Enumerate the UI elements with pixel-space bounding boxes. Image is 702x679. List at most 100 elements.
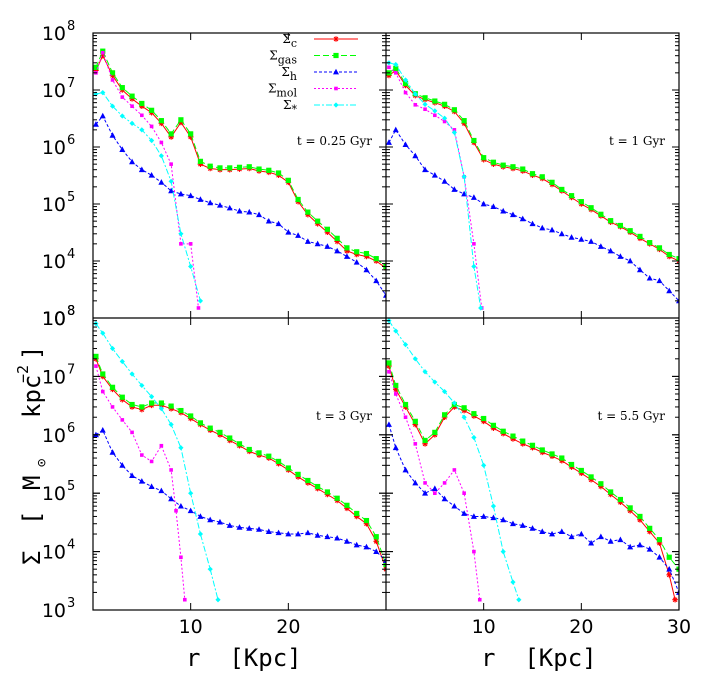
point-star-t-3-4 bbox=[129, 371, 135, 377]
point-h-t-5.5-25 bbox=[627, 543, 634, 550]
point-star-t-5.5-6 bbox=[442, 388, 448, 395]
point-mol-t-1-5 bbox=[433, 113, 437, 118]
point-h-t-1-26 bbox=[636, 266, 643, 273]
point-star-t-5.5-9 bbox=[471, 434, 477, 441]
point-h-t-1-15 bbox=[529, 220, 536, 227]
point-star-t-5.5-13 bbox=[510, 579, 516, 585]
point-c-t-0.25-11 bbox=[197, 161, 204, 167]
point-h-t-0.25-21 bbox=[295, 232, 302, 238]
point-gas-t-5.5-25 bbox=[627, 505, 633, 511]
point-mol-t-1-9 bbox=[472, 242, 476, 246]
point-gas-t-1-7 bbox=[451, 107, 457, 113]
point-h-t-5.5-16 bbox=[539, 528, 546, 535]
point-star-t-0.25-9 bbox=[178, 231, 184, 237]
point-mol-t-0.25-1 bbox=[100, 50, 105, 55]
point-c-t-3-5 bbox=[139, 406, 145, 413]
point-h-t-3-6 bbox=[148, 483, 155, 489]
legend-marker-gas bbox=[333, 52, 339, 59]
point-h-t-5.5-4 bbox=[422, 490, 429, 496]
point-gas-t-1-29 bbox=[666, 251, 672, 258]
point-h-t-3-3 bbox=[119, 462, 126, 468]
point-gas-t-5.5-18 bbox=[559, 455, 565, 461]
point-c-t-5.5-13 bbox=[510, 436, 516, 442]
point-c-t-0.25-8 bbox=[168, 134, 174, 140]
point-gas-t-5.5-15 bbox=[529, 442, 536, 448]
point-gas-t-5.5-27 bbox=[647, 525, 653, 531]
y-axis-label: Σ [ M ⊙ kpc −2 ] bbox=[14, 346, 50, 565]
point-gas-t-3-5 bbox=[139, 404, 145, 410]
point-mol-t-3-3 bbox=[120, 418, 125, 422]
point-gas-t-0.25-12 bbox=[207, 163, 213, 169]
point-h-t-5.5-28 bbox=[656, 554, 663, 560]
point-gas-t-1-4 bbox=[422, 95, 428, 101]
point-gas-t-3-1 bbox=[100, 371, 106, 377]
point-h-t-3-10 bbox=[187, 507, 194, 514]
point-gas-t-3-20 bbox=[285, 465, 291, 471]
point-h-t-3-18 bbox=[265, 528, 272, 535]
point-mol-t-5.5-3 bbox=[413, 442, 418, 446]
point-c-t-5.5-30 bbox=[672, 596, 678, 603]
point-gas-t-3-2 bbox=[109, 384, 116, 390]
point-gas-t-0.25-2 bbox=[109, 70, 116, 76]
point-gas-t-0.25-22 bbox=[305, 209, 311, 215]
point-mol-t-5.5-0 bbox=[387, 369, 391, 374]
point-gas-t-1-5 bbox=[432, 98, 438, 104]
point-gas-t-5.5-17 bbox=[549, 451, 555, 457]
point-h-t-0.25-30 bbox=[383, 292, 386, 298]
point-h-t-0.25-1 bbox=[99, 112, 106, 119]
point-mol-t-0.25-9 bbox=[179, 242, 183, 246]
point-h-t-5.5-3 bbox=[412, 479, 419, 486]
point-h-t-0.25-9 bbox=[177, 190, 184, 197]
time-label-t-5.5: t = 5.5 Gyr bbox=[597, 409, 665, 423]
point-c-t-5.5-26 bbox=[637, 517, 643, 523]
point-gas-t-5.5-16 bbox=[539, 447, 545, 453]
y-tick-exponent: 4 bbox=[67, 538, 75, 553]
point-gas-t-5.5-9 bbox=[471, 411, 477, 417]
point-mol-t-5.5-7 bbox=[452, 468, 457, 472]
point-h-t-1-18 bbox=[558, 230, 565, 237]
point-gas-t-0.25-25 bbox=[334, 235, 340, 241]
point-gas-t-3-11 bbox=[197, 420, 204, 426]
point-mol-t-1-0 bbox=[387, 65, 391, 70]
point-gas-t-5.5-3 bbox=[412, 418, 418, 424]
legend-label-c: Σc bbox=[282, 32, 297, 50]
point-gas-t-0.25-8 bbox=[168, 131, 174, 137]
point-star-t-3-2 bbox=[109, 345, 116, 352]
point-star-t-0.25-3 bbox=[119, 113, 125, 119]
point-gas-t-5.5-26 bbox=[637, 513, 643, 520]
point-h-t-1-24 bbox=[617, 253, 624, 259]
point-h-t-0.25-6 bbox=[148, 172, 155, 178]
point-gas-t-0.25-29 bbox=[373, 256, 379, 262]
point-c-t-0.25-26 bbox=[344, 248, 350, 254]
point-gas-t-3-4 bbox=[129, 401, 135, 408]
legend-entry-star: Σ* bbox=[283, 98, 358, 116]
point-gas-t-3-22 bbox=[305, 477, 311, 484]
point-star-t-5.5-14 bbox=[516, 597, 522, 603]
point-c-t-1-0 bbox=[386, 72, 392, 79]
point-h-t-3-8 bbox=[168, 495, 175, 502]
point-gas-t-5.5-11 bbox=[490, 422, 497, 428]
point-gas-t-5.5-14 bbox=[520, 438, 526, 444]
point-star-t-3-10 bbox=[188, 490, 194, 496]
point-mol-t-0.25-6 bbox=[149, 124, 154, 129]
point-h-t-3-20 bbox=[285, 530, 292, 537]
point-star-t-0.25-8 bbox=[168, 178, 174, 184]
point-gas-t-1-26 bbox=[637, 233, 643, 240]
point-gas-t-0.25-27 bbox=[354, 249, 360, 255]
point-gas-t-1-19 bbox=[568, 193, 575, 199]
point-star-t-3-9 bbox=[178, 445, 184, 451]
point-star-t-3-13 bbox=[215, 597, 221, 603]
point-h-t-0.25-4 bbox=[129, 158, 136, 165]
point-gas-t-5.5-13 bbox=[510, 433, 516, 439]
point-c-t-5.5-28 bbox=[656, 540, 663, 546]
series-line-h-t-1 bbox=[388, 128, 679, 302]
point-c-t-5.5-20 bbox=[578, 470, 585, 477]
point-h-t-3-19 bbox=[275, 529, 282, 536]
point-star-t-5.5-12 bbox=[500, 549, 506, 555]
point-gas-t-3-3 bbox=[119, 394, 125, 400]
point-mol-t-3-8 bbox=[169, 468, 173, 472]
point-star-t-5.5-4 bbox=[422, 369, 428, 375]
point-c-t-5.5-10 bbox=[480, 418, 487, 425]
point-h-t-1-14 bbox=[519, 215, 526, 222]
